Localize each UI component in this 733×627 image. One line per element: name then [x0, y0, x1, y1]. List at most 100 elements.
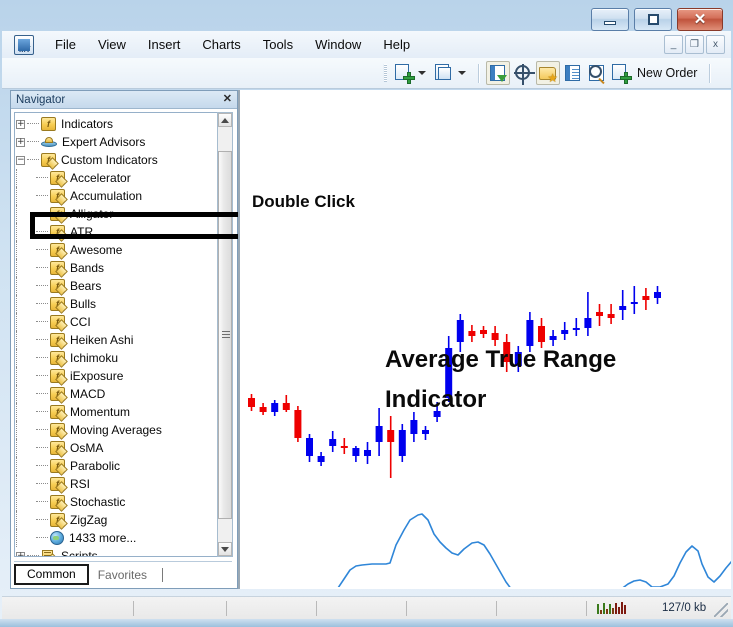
signal-bar: [597, 604, 599, 614]
tree-item-accelerator[interactable]: f Accelerator: [16, 169, 218, 187]
tree-guide: [16, 493, 26, 511]
tree-item-moving-averages[interactable]: f Moving Averages: [16, 421, 218, 439]
tree-connector: [36, 537, 48, 539]
menu-item-help[interactable]: Help: [383, 37, 411, 52]
candle-body: [306, 438, 313, 456]
scrollbar-grip-icon: [222, 331, 230, 339]
toolbar-grip[interactable]: [383, 64, 387, 82]
indicator-icon: f: [50, 477, 65, 491]
expand-icon[interactable]: +: [16, 118, 25, 129]
terminal-icon[interactable]: [586, 62, 608, 85]
collapse-icon[interactable]: −: [16, 154, 25, 165]
navigator-tree[interactable]: + f Indicators + Expert Advisors − f Custom Ind…: [14, 112, 219, 557]
navigator-close-icon[interactable]: ✕: [222, 93, 232, 105]
indicator-icon: f: [50, 459, 65, 473]
tree-item-parabolic[interactable]: f Parabolic: [16, 457, 218, 475]
candle-body: [619, 306, 627, 310]
navigator-icon[interactable]: ★: [536, 61, 560, 85]
tree-item-label: Ichimoku: [70, 351, 119, 365]
tree-item-bears[interactable]: f Bears: [16, 277, 218, 295]
menu-item-window[interactable]: Window: [315, 37, 362, 52]
script-icon: [41, 549, 56, 556]
navigator-scrollbar[interactable]: [217, 112, 233, 557]
new-order-button[interactable]: New Order: [609, 62, 703, 84]
tree-item-macd[interactable]: f MACD: [16, 385, 218, 403]
star-shape: ★: [547, 71, 558, 85]
mdi-minimize-button[interactable]: _: [664, 35, 683, 54]
tree-item-bulls[interactable]: f Bulls: [16, 295, 218, 313]
menu-bar: MT File View Insert Charts Tools Window …: [2, 31, 731, 59]
candle-body: [340, 446, 348, 448]
tree-item-label: Custom Indicators: [61, 153, 158, 167]
tree-item-label: OsMA: [70, 441, 104, 455]
tree-item-indicators[interactable]: + f Indicators: [16, 115, 218, 133]
tab-favorites[interactable]: Favorites: [97, 568, 148, 582]
tree-item-osma[interactable]: f OsMA: [16, 439, 218, 457]
tree-item-custom-indicators[interactable]: − f Custom Indicators: [16, 151, 218, 169]
maximize-button[interactable]: [634, 8, 672, 31]
resize-grip-icon[interactable]: [714, 603, 728, 617]
indicator-icon: f: [50, 243, 65, 257]
tree-item-alligator[interactable]: f Alligator: [16, 205, 218, 223]
tree-item-label: Indicators: [61, 117, 114, 131]
new-chart-icon[interactable]: [393, 62, 415, 84]
indicator-icon: f: [50, 261, 65, 275]
candle-body: [607, 314, 615, 318]
minimize-button[interactable]: [591, 8, 629, 31]
menu-item-tools[interactable]: Tools: [262, 37, 294, 52]
tree-item-rsi[interactable]: f RSI: [16, 475, 218, 493]
magnifier-shape: [589, 65, 602, 78]
tree-item-atr[interactable]: f ATR: [16, 223, 218, 241]
profiles-dropdown-icon[interactable]: [458, 71, 466, 75]
tree-item-scripts[interactable]: + Scripts: [16, 547, 218, 556]
data-window-icon[interactable]: [562, 62, 584, 84]
scroll-down-button[interactable]: [218, 542, 232, 556]
new-chart-dropdown-icon[interactable]: [418, 71, 426, 75]
chart-panel[interactable]: Double Click Average True Range Indicator: [238, 90, 731, 589]
tree-item-stochastic[interactable]: f Stochastic: [16, 493, 218, 511]
toolbar-separator: [478, 63, 479, 83]
candle-body: [503, 342, 511, 362]
indicator-icon: f: [50, 441, 65, 455]
indicator-icon: f: [50, 171, 65, 185]
tree-item-accumulation[interactable]: f Accumulation: [16, 187, 218, 205]
indicator-icon: f: [50, 351, 65, 365]
tree-item-ichimoku[interactable]: f Ichimoku: [16, 349, 218, 367]
tree-item-iexposure[interactable]: f iExposure: [16, 367, 218, 385]
market-watch-bar: [491, 66, 495, 80]
scrollbar-thumb[interactable]: [218, 151, 232, 519]
mdi-restore-button[interactable]: ❐: [685, 35, 704, 54]
tree-item-expert-advisors[interactable]: + Expert Advisors: [16, 133, 218, 151]
app-logo-icon: MT: [14, 34, 34, 55]
tree-item-1433-more[interactable]: 1433 more...: [16, 529, 218, 547]
tab-common[interactable]: Common: [14, 564, 89, 585]
menu-item-insert[interactable]: Insert: [147, 37, 181, 52]
expand-icon[interactable]: +: [16, 136, 25, 147]
expert-advisor-icon: [41, 136, 57, 149]
close-button[interactable]: ✕: [677, 8, 723, 31]
tree-item-label: Accelerator: [70, 171, 131, 185]
new-order-icon: [610, 62, 632, 84]
tree-item-cci[interactable]: f CCI: [16, 313, 218, 331]
tree-connector: [36, 447, 48, 449]
candle-body: [433, 411, 441, 417]
expand-icon[interactable]: +: [16, 551, 25, 556]
indicator-icon: f: [50, 423, 65, 437]
profiles-icon[interactable]: [433, 62, 455, 84]
crosshair-icon[interactable]: [512, 62, 535, 85]
data-usage-label: 127/0 kb: [662, 602, 707, 614]
tree-item-zigzag[interactable]: f ZigZag: [16, 511, 218, 529]
tree-connector: [36, 339, 48, 341]
signal-bar: [603, 603, 605, 614]
order-plus-shape: [620, 72, 632, 84]
mdi-close-button[interactable]: x: [706, 35, 725, 54]
tree-item-heiken-ashi[interactable]: f Heiken Ashi: [16, 331, 218, 349]
menu-item-file[interactable]: File: [55, 37, 76, 52]
tree-item-momentum[interactable]: f Momentum: [16, 403, 218, 421]
scroll-up-button[interactable]: [218, 113, 232, 127]
tree-item-bands[interactable]: f Bands: [16, 259, 218, 277]
tree-item-awesome[interactable]: f Awesome: [16, 241, 218, 259]
menu-item-view[interactable]: View: [97, 37, 126, 52]
menu-item-charts[interactable]: Charts: [202, 37, 241, 52]
market-watch-icon[interactable]: [486, 61, 510, 85]
